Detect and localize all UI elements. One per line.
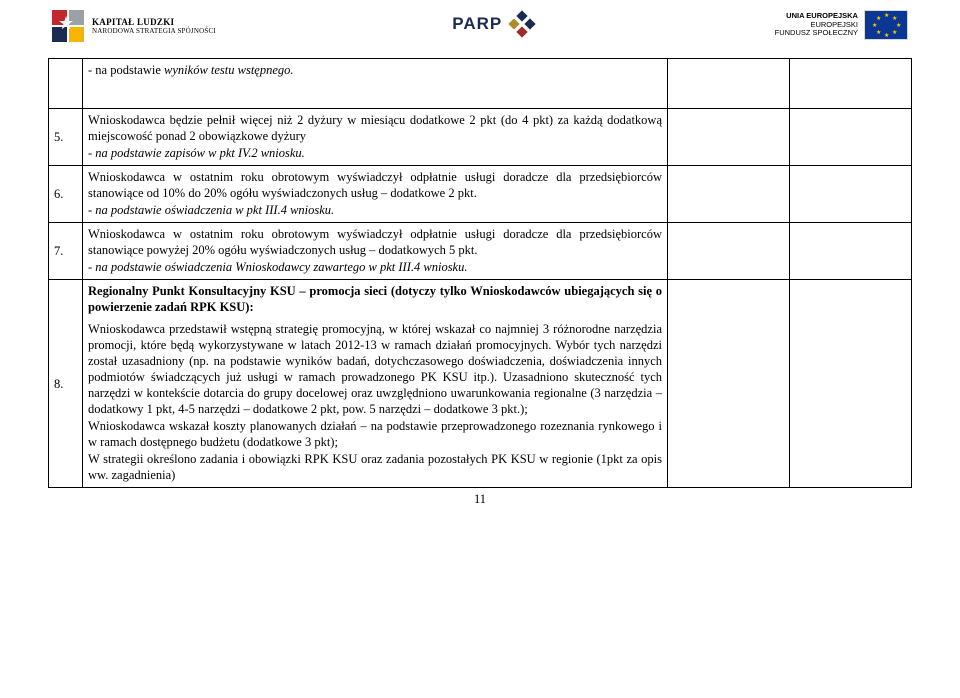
body-text: Wnioskodawca wskazał koszty planowanych … xyxy=(88,418,662,450)
cell-num: 6. xyxy=(49,166,83,223)
eu-line3: FUNDUSZ SPOŁECZNY xyxy=(775,29,858,38)
document-page: ★ KAPITAŁ LUDZKI NARODOWA STRATEGIA SPÓJ… xyxy=(0,0,960,698)
criteria-table: - na podstawie wyników testu wstępnego. … xyxy=(48,58,912,488)
table-row: 5. Wnioskodawca będzie pełnił więcej niż… xyxy=(49,109,912,166)
cell-body: Regionalny Punkt Konsultacyjny KSU – pro… xyxy=(83,280,668,488)
page-number: 11 xyxy=(48,492,912,507)
eu-flag-icon: ★ ★ ★ ★ ★ ★ ★ ★ xyxy=(864,10,908,40)
body-bold: Regionalny Punkt Konsultacyjny KSU – pro… xyxy=(88,283,662,315)
kapital-ludzki-icon: ★ xyxy=(52,10,86,44)
body-italic: - na podstawie oświadczenia w pkt III.4 … xyxy=(88,202,662,218)
cell-empty xyxy=(668,280,790,488)
logo-eu: UNIA EUROPEJSKA EUROPEJSKI FUNDUSZ SPOŁE… xyxy=(775,10,908,40)
body-text: - na podstawie xyxy=(88,63,164,77)
eu-text: UNIA EUROPEJSKA EUROPEJSKI FUNDUSZ SPOŁE… xyxy=(775,12,858,38)
cell-empty xyxy=(668,166,790,223)
cell-empty xyxy=(668,223,790,280)
cell-body: Wnioskodawca w ostatnim roku obrotowym w… xyxy=(83,223,668,280)
table-row: 7. Wnioskodawca w ostatnim roku obrotowy… xyxy=(49,223,912,280)
table-row: 8. Regionalny Punkt Konsultacyjny KSU – … xyxy=(49,280,912,488)
body-text: Wnioskodawca w ostatnim roku obrotowym w… xyxy=(88,226,662,258)
parp-text: PARP xyxy=(452,14,502,34)
table-row: - na podstawie wyników testu wstępnego. xyxy=(49,59,912,109)
cell-empty xyxy=(790,59,912,109)
cell-num-empty xyxy=(49,59,83,109)
body-text: W strategii określono zadania i obowiązk… xyxy=(88,451,662,483)
body-italic: wyników testu wstępnego. xyxy=(164,63,294,77)
parp-icon xyxy=(508,10,538,38)
kapital-ludzki-text: KAPITAŁ LUDZKI NARODOWA STRATEGIA SPÓJNO… xyxy=(92,18,216,36)
logo-subtitle: NARODOWA STRATEGIA SPÓJNOŚCI xyxy=(92,28,216,36)
cell-body: Wnioskodawca będzie pełnił więcej niż 2 … xyxy=(83,109,668,166)
cell-num: 5. xyxy=(49,109,83,166)
table-row: 6. Wnioskodawca w ostatnim roku obrotowy… xyxy=(49,166,912,223)
cell-num: 8. xyxy=(49,280,83,488)
body-italic: - na podstawie oświadczenia Wnioskodawcy… xyxy=(88,259,662,275)
body-text: Wnioskodawca będzie pełnił więcej niż 2 … xyxy=(88,112,662,144)
logo-kapital-ludzki: ★ KAPITAŁ LUDZKI NARODOWA STRATEGIA SPÓJ… xyxy=(52,10,216,44)
cell-empty xyxy=(668,109,790,166)
cell-empty xyxy=(790,223,912,280)
header-logos: ★ KAPITAŁ LUDZKI NARODOWA STRATEGIA SPÓJ… xyxy=(48,10,912,44)
cell-body: - na podstawie wyników testu wstępnego. xyxy=(83,59,668,109)
logo-parp: PARP xyxy=(452,10,538,38)
cell-empty xyxy=(790,280,912,488)
cell-empty xyxy=(790,166,912,223)
body-italic: - na podstawie zapisów w pkt IV.2 wniosk… xyxy=(88,145,662,161)
cell-empty xyxy=(790,109,912,166)
cell-empty xyxy=(668,59,790,109)
cell-num: 7. xyxy=(49,223,83,280)
cell-body: Wnioskodawca w ostatnim roku obrotowym w… xyxy=(83,166,668,223)
body-text: Wnioskodawca przedstawił wstępną strateg… xyxy=(88,321,662,417)
body-text: Wnioskodawca w ostatnim roku obrotowym w… xyxy=(88,169,662,201)
